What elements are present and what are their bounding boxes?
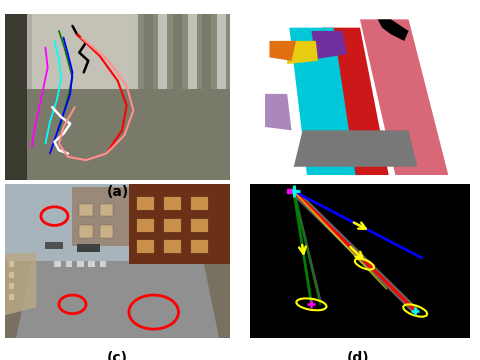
Polygon shape bbox=[265, 94, 291, 130]
Bar bbox=[136, 239, 154, 253]
Text: (c): (c) bbox=[107, 351, 128, 360]
Bar bbox=[72, 187, 129, 246]
Bar bbox=[5, 261, 230, 338]
Bar bbox=[99, 204, 113, 216]
Bar bbox=[9, 272, 14, 278]
Bar bbox=[9, 261, 14, 267]
Bar bbox=[163, 218, 181, 231]
Polygon shape bbox=[27, 89, 230, 180]
Bar bbox=[9, 283, 14, 289]
Polygon shape bbox=[158, 14, 167, 97]
Polygon shape bbox=[144, 14, 153, 97]
Polygon shape bbox=[202, 14, 211, 97]
Text: (b): (b) bbox=[346, 185, 369, 199]
Polygon shape bbox=[129, 14, 138, 97]
Polygon shape bbox=[231, 14, 240, 97]
Bar bbox=[77, 261, 84, 267]
Bar bbox=[66, 261, 72, 267]
Polygon shape bbox=[360, 19, 448, 175]
Bar bbox=[136, 196, 154, 210]
Polygon shape bbox=[287, 41, 318, 64]
Bar bbox=[79, 204, 93, 216]
Bar bbox=[136, 218, 154, 231]
Bar bbox=[190, 218, 208, 231]
Bar bbox=[5, 184, 230, 264]
Polygon shape bbox=[289, 28, 356, 175]
Polygon shape bbox=[188, 14, 197, 97]
Text: (a): (a) bbox=[107, 185, 129, 199]
Bar bbox=[190, 196, 208, 210]
Bar bbox=[77, 244, 99, 252]
Polygon shape bbox=[269, 41, 296, 61]
Bar bbox=[79, 225, 93, 238]
Polygon shape bbox=[312, 31, 347, 59]
Bar bbox=[99, 261, 106, 267]
Bar bbox=[129, 184, 230, 264]
Polygon shape bbox=[294, 130, 418, 167]
Bar bbox=[163, 239, 181, 253]
Bar bbox=[88, 261, 95, 267]
Bar bbox=[99, 225, 113, 238]
Bar bbox=[163, 196, 181, 210]
Bar bbox=[46, 242, 63, 249]
Bar bbox=[5, 14, 32, 180]
Polygon shape bbox=[323, 28, 389, 175]
Polygon shape bbox=[27, 14, 129, 89]
Polygon shape bbox=[378, 19, 408, 41]
Polygon shape bbox=[173, 14, 182, 97]
Bar bbox=[9, 293, 14, 300]
Bar bbox=[190, 239, 208, 253]
Polygon shape bbox=[16, 261, 219, 338]
Polygon shape bbox=[217, 14, 226, 97]
Bar bbox=[54, 261, 61, 267]
Text: (d): (d) bbox=[346, 351, 369, 360]
Polygon shape bbox=[5, 253, 36, 315]
